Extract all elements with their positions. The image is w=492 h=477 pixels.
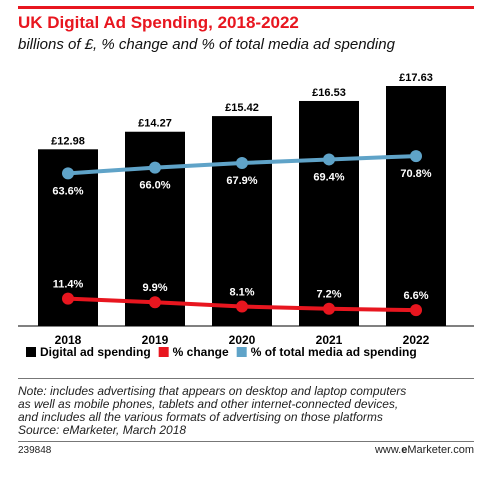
- brand-suffix: Marketer.com: [407, 444, 474, 456]
- change-point-2021: [323, 302, 335, 315]
- x-tick-2019: 2019: [142, 333, 169, 347]
- chart-subtitle: billions of £, % change and % of total m…: [18, 36, 395, 53]
- change-point-2018: [62, 292, 74, 305]
- chart-area: £12.98 £14.27 £15.42 £16.53 £17.63 2018 2019 20…: [18, 72, 474, 359]
- brand-prefix: www.: [374, 444, 402, 456]
- title-accent-rule: [18, 6, 474, 9]
- change-point-2020: [236, 300, 248, 313]
- share-label-2020: 67.9%: [226, 175, 257, 187]
- bar-label-2018: £12.98: [51, 135, 85, 147]
- share-label-2022: 70.8%: [400, 168, 431, 180]
- legend-label-1: Digital ad spending: [40, 345, 151, 359]
- note-line-1: Note: includes advertising that appears …: [18, 384, 407, 398]
- x-tick-2018: 2018: [55, 333, 82, 347]
- share-point-2019: [149, 161, 161, 174]
- change-label-2021: 7.2%: [316, 289, 341, 301]
- change-label-2020: 8.1%: [229, 287, 254, 299]
- change-point-2022: [410, 304, 422, 317]
- x-tick-2020: 2020: [229, 333, 256, 347]
- brand-bold: e: [401, 444, 408, 456]
- share-label-2019: 66.0%: [139, 180, 170, 192]
- bar-label-2021: £16.53: [312, 87, 346, 99]
- legend-swatch-2: [158, 347, 169, 357]
- share-label-2021: 69.4%: [313, 171, 344, 183]
- chart-id: 239848: [18, 445, 52, 456]
- bar-2021: [299, 100, 359, 326]
- source-line: Source: eMarketer, March 2018: [18, 423, 187, 437]
- emarketer-link[interactable]: www.eMarketer.com: [375, 444, 474, 456]
- note-divider: [18, 378, 474, 379]
- change-label-2019: 9.9%: [142, 282, 167, 294]
- change-point-2019: [149, 296, 161, 309]
- change-label-2022: 6.6%: [403, 290, 428, 302]
- chart-note: Note: includes advertising that appears …: [18, 385, 478, 437]
- change-label-2018: 11.4%: [53, 279, 84, 291]
- share-point-2018: [62, 167, 74, 180]
- legend-swatch-3: [236, 347, 247, 357]
- bar-2020: [212, 116, 272, 326]
- legend-swatch-1: [26, 347, 36, 357]
- note-line-3: and includes all the various formats of …: [18, 410, 383, 424]
- x-tick-2021: 2021: [316, 333, 343, 347]
- bar-label-2020: £15.42: [225, 102, 259, 114]
- bar-label-2022: £17.63: [399, 72, 433, 84]
- share-point-2021: [323, 153, 335, 166]
- legend-label-2: % change: [173, 345, 229, 359]
- bar-label-2019: £14.27: [138, 118, 172, 130]
- share-point-2020: [236, 157, 248, 170]
- legend-label-3: % of total media ad spending: [251, 345, 417, 359]
- x-tick-2022: 2022: [403, 333, 430, 347]
- footer-divider: [18, 441, 474, 442]
- share-label-2018: 63.6%: [52, 185, 83, 197]
- note-line-2: as well as mobile phones, tablets and ot…: [18, 397, 399, 411]
- bar-2022: [386, 86, 446, 326]
- chart-title: UK Digital Ad Spending, 2018-2022: [18, 13, 299, 32]
- share-point-2022: [410, 150, 422, 163]
